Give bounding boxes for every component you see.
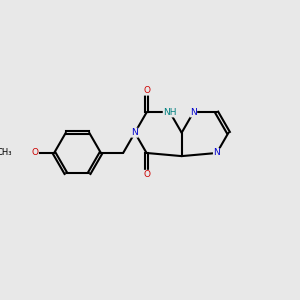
Text: N: N: [190, 108, 197, 117]
Text: N: N: [131, 128, 138, 137]
Text: O: O: [143, 86, 150, 95]
Text: NH: NH: [163, 108, 177, 117]
Text: N: N: [213, 148, 220, 158]
Text: CH₃: CH₃: [0, 148, 12, 158]
Text: O: O: [143, 170, 150, 179]
Text: O: O: [32, 148, 38, 158]
